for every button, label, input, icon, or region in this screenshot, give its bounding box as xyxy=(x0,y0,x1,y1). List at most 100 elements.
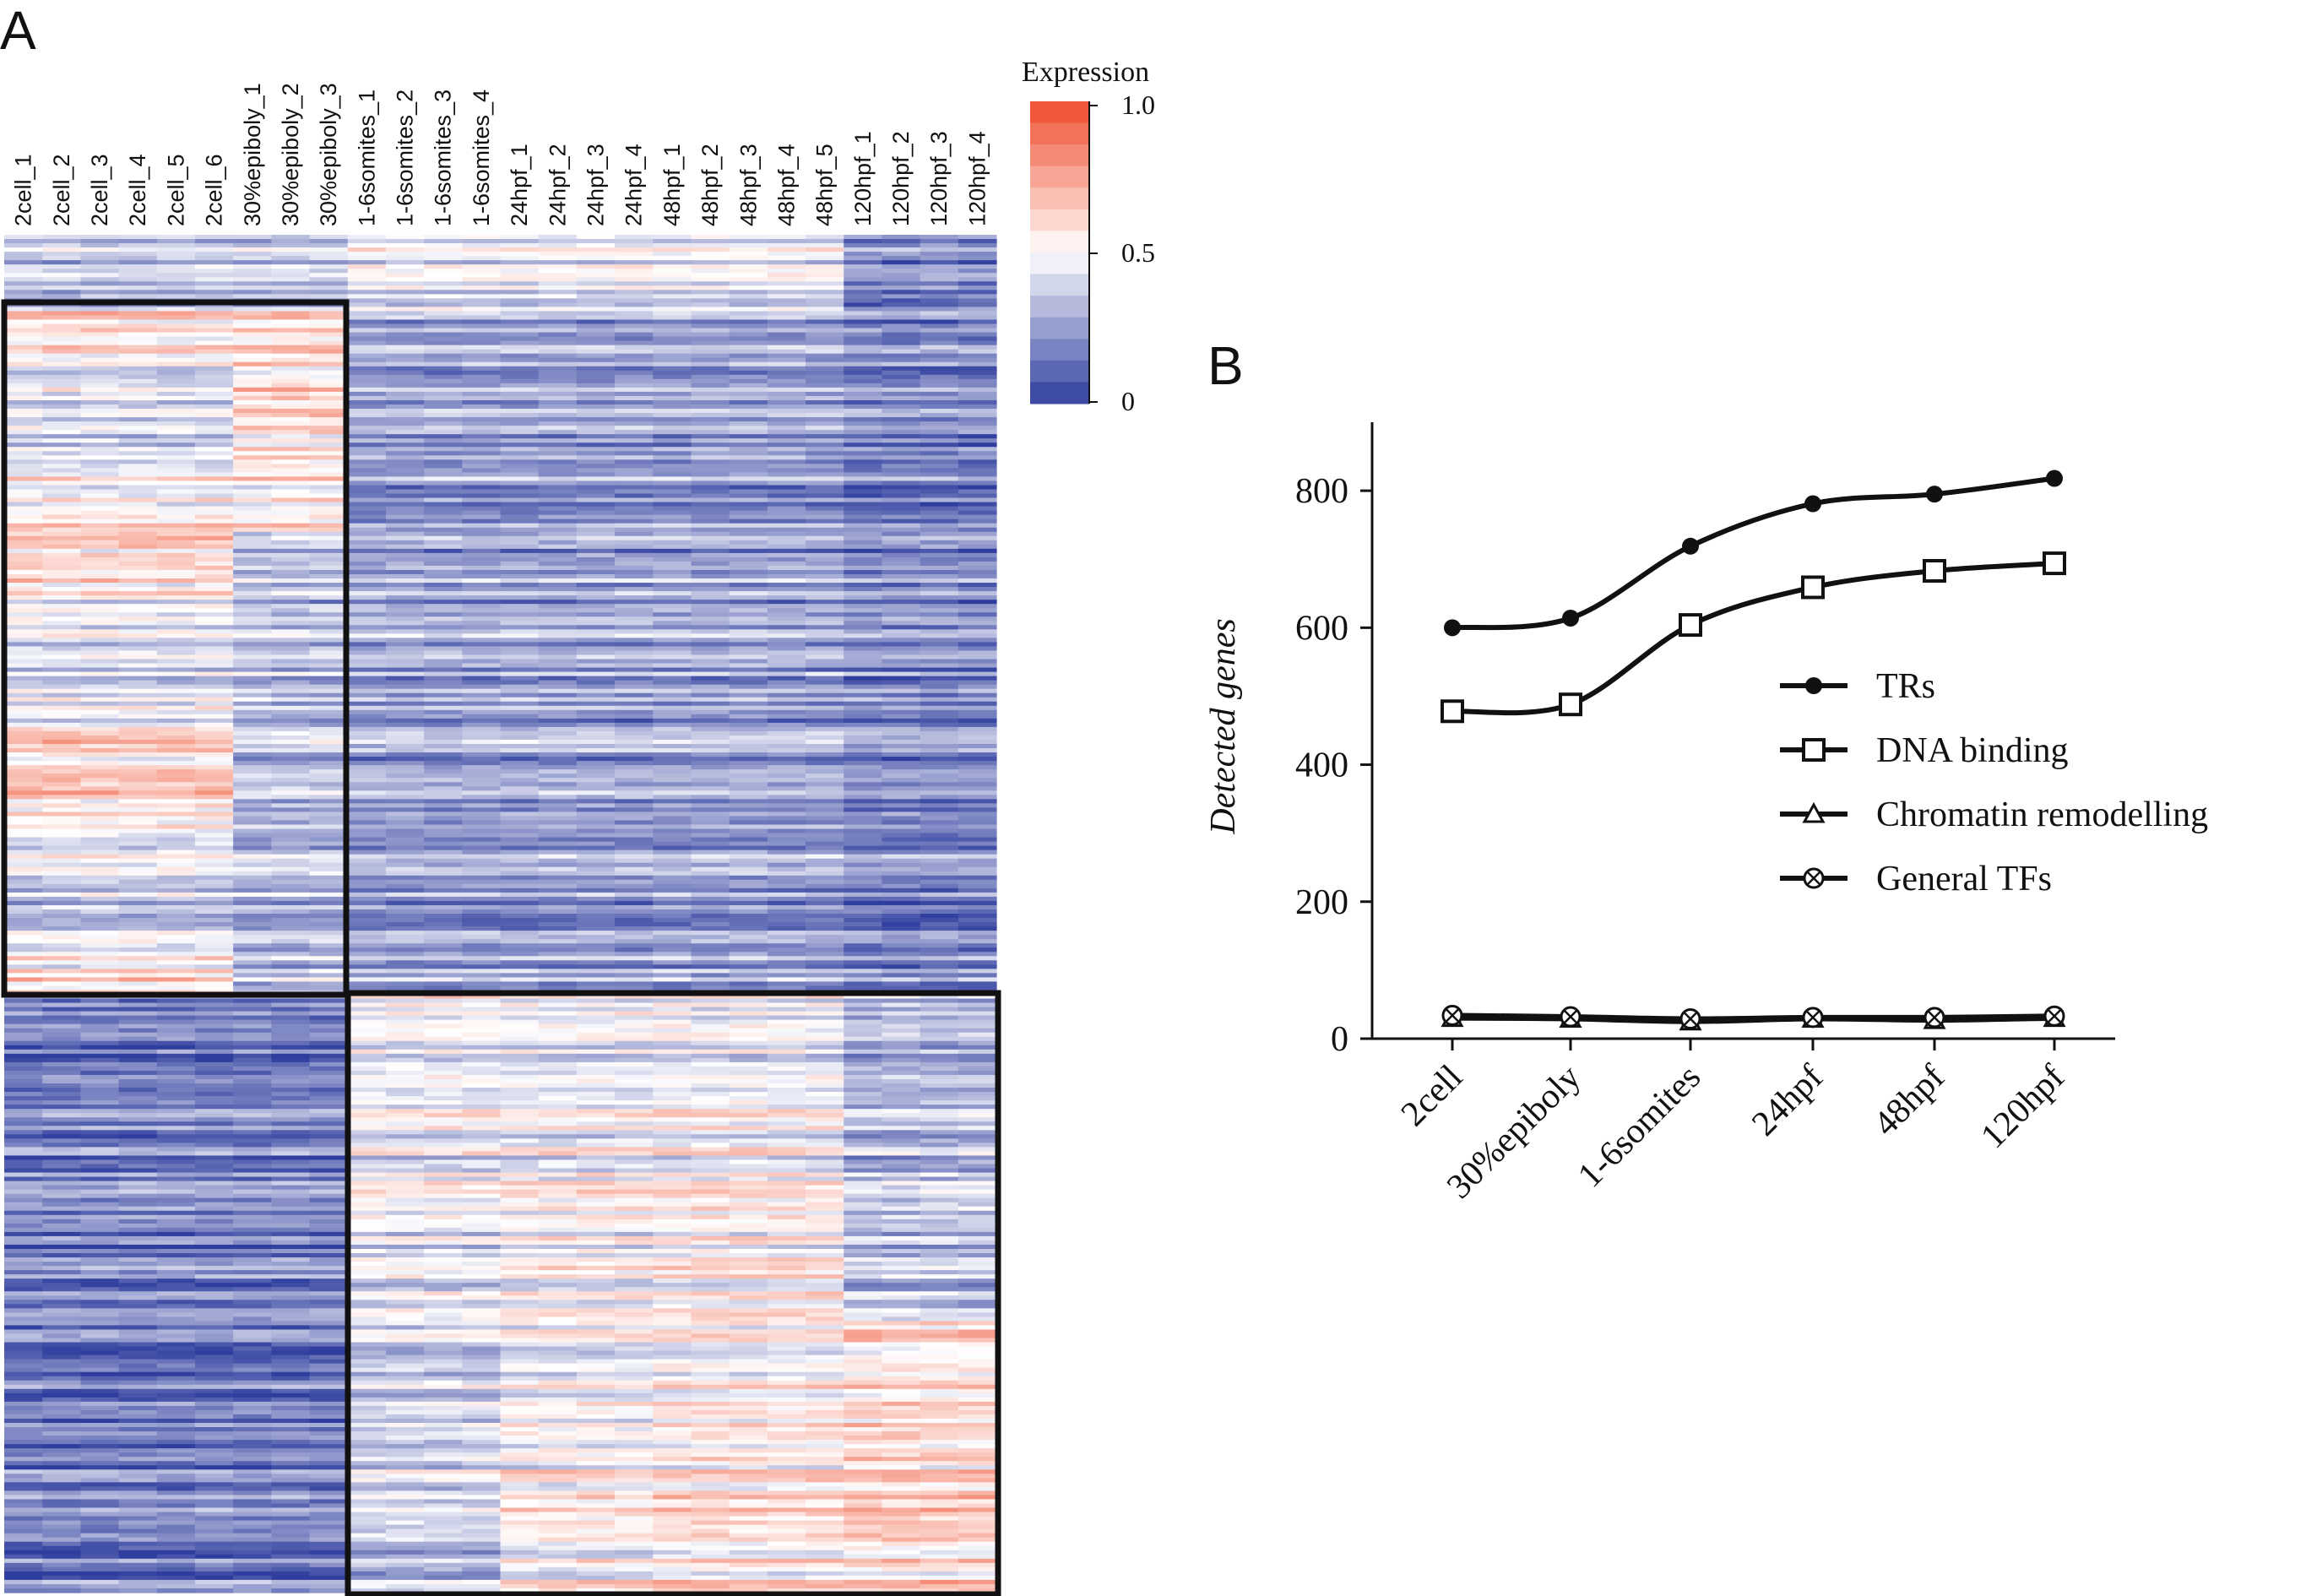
heatmap-cell xyxy=(653,459,692,464)
heatmap-cell xyxy=(729,430,768,435)
heatmap-cell xyxy=(500,973,540,978)
heatmap-cell xyxy=(271,854,311,860)
heatmap-cell xyxy=(615,896,654,902)
heatmap-cell xyxy=(424,378,463,384)
heatmap-cell xyxy=(462,600,502,605)
heatmap-cell xyxy=(958,336,997,342)
heatmap-cell xyxy=(347,361,387,367)
heatmap-cell xyxy=(615,935,654,940)
heatmap-cell xyxy=(309,328,349,334)
heatmap-cell xyxy=(844,290,883,295)
heatmap-cell xyxy=(424,552,463,558)
heatmap-cell xyxy=(576,692,616,698)
heatmap-cell xyxy=(806,883,844,889)
heatmap-cell xyxy=(538,361,578,367)
heatmap-cell xyxy=(844,451,883,456)
heatmap-cell xyxy=(156,290,196,295)
heatmap-cell xyxy=(271,353,311,359)
heatmap-cell xyxy=(767,451,806,456)
heatmap-cell xyxy=(538,502,578,508)
heatmap-cell xyxy=(844,1036,883,1042)
heatmap-cell xyxy=(844,472,883,478)
heatmap-cell xyxy=(691,761,730,766)
heatmap-cell xyxy=(424,752,463,757)
heatmap-cell xyxy=(691,311,730,317)
heatmap-cell xyxy=(691,583,730,588)
heatmap-cell xyxy=(385,243,425,248)
heatmap-cell xyxy=(920,451,959,456)
heatmap-cell xyxy=(194,1002,234,1008)
heatmap-cell xyxy=(347,752,387,757)
heatmap-cell xyxy=(958,285,997,290)
heatmap-cell xyxy=(156,518,196,524)
heatmap-cell xyxy=(118,964,158,969)
heatmap-cell xyxy=(80,459,120,464)
heatmap-cell xyxy=(729,294,768,299)
heatmap-cell xyxy=(767,931,806,936)
heatmap-cell xyxy=(80,688,120,694)
heatmap-cell xyxy=(538,709,578,715)
heatmap-cell xyxy=(271,812,311,817)
heatmap-cell xyxy=(653,769,692,774)
heatmap-cell xyxy=(882,1028,921,1034)
heatmap-cell xyxy=(806,952,844,957)
heatmap-cell xyxy=(385,765,425,770)
heatmap-cell xyxy=(309,765,349,770)
heatmap-cell xyxy=(958,824,997,830)
heatmap-cell xyxy=(729,497,768,503)
heatmap-cell xyxy=(233,757,272,762)
heatmap-cell xyxy=(42,561,81,567)
heatmap-cell xyxy=(4,692,43,698)
heatmap-cell xyxy=(4,540,43,546)
heatmap-cell xyxy=(538,235,578,240)
heatmap-cell xyxy=(576,807,616,813)
heatmap-cell xyxy=(80,722,120,728)
heatmap-cell xyxy=(462,544,502,550)
heatmap-cell xyxy=(156,790,196,795)
heatmap-cell xyxy=(500,947,540,953)
heatmap-cell xyxy=(309,709,349,715)
heatmap-cell xyxy=(385,285,425,290)
heatmap-cell xyxy=(42,871,81,877)
heatmap-cell xyxy=(653,795,692,800)
heatmap-cell xyxy=(500,680,540,686)
heatmap-cell xyxy=(4,595,43,600)
heatmap-cell xyxy=(500,684,540,690)
heatmap-cell xyxy=(958,866,997,872)
heatmap-cell xyxy=(309,900,349,906)
heatmap-cell xyxy=(767,790,806,795)
heatmap-cell xyxy=(156,642,196,648)
heatmap-cell xyxy=(385,718,425,724)
heatmap-cell xyxy=(538,714,578,719)
heatmap-cell xyxy=(80,956,120,961)
heatmap-cell xyxy=(844,252,883,257)
heatmap-cell xyxy=(844,247,883,252)
heatmap-cell xyxy=(194,565,234,571)
heatmap-cell xyxy=(729,671,768,677)
heatmap-cell xyxy=(691,629,730,634)
heatmap-cell xyxy=(806,256,844,261)
heatmap-cell xyxy=(920,269,959,274)
heatmap-cell xyxy=(538,587,578,592)
heatmap-cell xyxy=(920,981,959,987)
heatmap-cell xyxy=(576,914,616,919)
heatmap-cell xyxy=(385,896,425,902)
heatmap-cell xyxy=(576,319,616,325)
heatmap-cell xyxy=(347,502,387,508)
heatmap-cell xyxy=(42,328,81,334)
heatmap-cell xyxy=(844,909,883,915)
heatmap-cell xyxy=(538,1002,578,1008)
heatmap-cell xyxy=(424,235,463,240)
heatmap-cell xyxy=(920,735,959,741)
heatmap-cell xyxy=(920,904,959,910)
heatmap-cell xyxy=(653,600,692,605)
heatmap-cell xyxy=(653,969,692,974)
heatmap-cell xyxy=(233,595,272,600)
heatmap-cell xyxy=(118,854,158,860)
heatmap-cell xyxy=(538,888,578,893)
heatmap-cell xyxy=(42,778,81,783)
heatmap-cell xyxy=(729,604,768,609)
heatmap-cell xyxy=(844,591,883,596)
heatmap-cell xyxy=(347,931,387,936)
heatmap-cell xyxy=(806,718,844,724)
